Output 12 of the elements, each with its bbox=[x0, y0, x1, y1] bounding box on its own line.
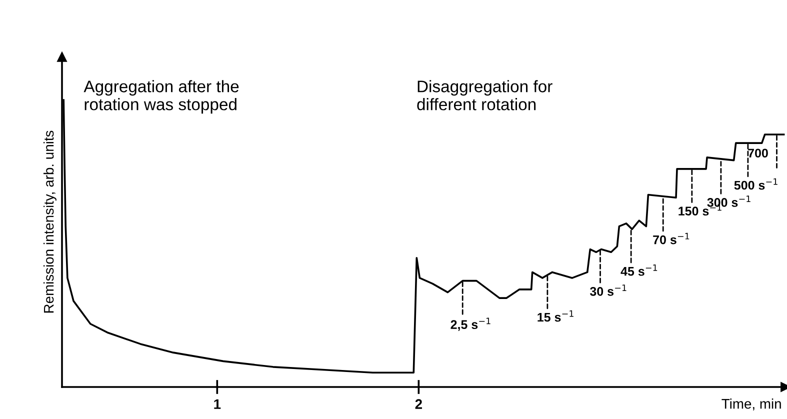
annotation: 500 s$^{−1}$ bbox=[734, 178, 778, 190]
x-tick-label: 1 bbox=[214, 399, 221, 409]
x-tick-label: 2 bbox=[415, 399, 422, 409]
x-axis-title: Time, min bbox=[722, 398, 781, 410]
annotation: 30 s$^{−1}$ bbox=[590, 284, 626, 296]
annotation: Disaggregation for different rotation bbox=[417, 80, 552, 110]
annotation: 2,5 s$^{−1}$ bbox=[450, 318, 490, 331]
y-axis-title: Remission intensity, arb. units bbox=[43, 130, 56, 313]
annotation: 45 s$^{−1}$ bbox=[620, 264, 658, 276]
annotation: Aggregation after the rotation was stopped bbox=[84, 80, 239, 114]
annotation: 15 s$^{−1}$ bbox=[538, 310, 574, 322]
annotation: 70 s$^{−1}$ bbox=[653, 232, 690, 244]
